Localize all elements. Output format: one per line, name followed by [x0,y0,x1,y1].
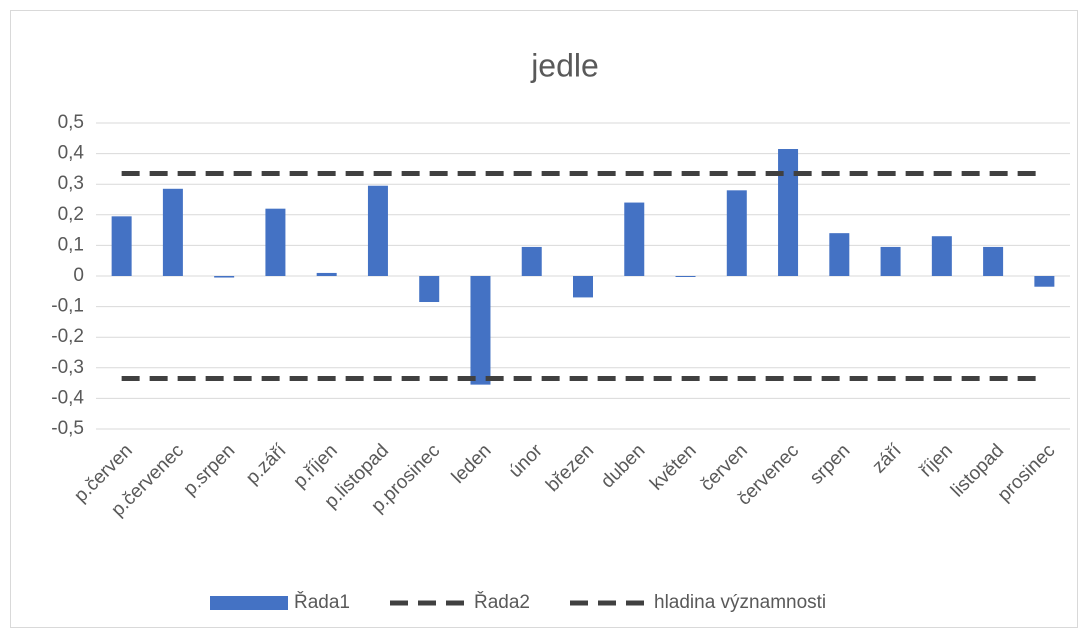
y-tick-label: 0,2 [58,204,84,225]
y-tick-label: -0,1 [51,296,84,317]
legend-item: hladina významnosti [570,592,826,613]
y-tick-label: -0,4 [51,387,84,408]
bar [265,208,286,276]
bar [214,276,235,278]
y-tick-label: 0,5 [58,112,84,133]
bar [983,246,1004,276]
y-tick-label: 0,4 [58,143,85,164]
legend-item: Řada1 [210,591,350,613]
y-tick-label: 0 [73,265,84,286]
legend-swatch [210,596,288,610]
bar [1034,276,1055,287]
bar [316,272,337,276]
y-tick-label: 0,1 [58,234,84,255]
bar [624,202,645,276]
bar [573,276,593,298]
legend-item: Řada2 [390,591,530,613]
bar [726,190,747,276]
bar [419,276,440,303]
bar [931,236,952,276]
bar [470,276,491,385]
y-tick-label: -0,2 [51,326,84,347]
bar [162,188,183,276]
legend-label: hladina významnosti [654,592,826,613]
bar [675,276,696,277]
bar [880,246,901,276]
y-tick-label: 0,3 [58,173,84,194]
bar [111,216,132,276]
bar [521,246,542,276]
y-tick-label: -0,3 [51,357,84,378]
chart-frame [10,10,1078,628]
y-tick-label: -0,5 [51,418,84,439]
bar [829,233,850,276]
chart-title: jedle [530,47,599,83]
legend-label: Řada2 [474,591,530,613]
bar [778,149,799,276]
bar [367,185,388,276]
legend-label: Řada1 [294,591,350,613]
